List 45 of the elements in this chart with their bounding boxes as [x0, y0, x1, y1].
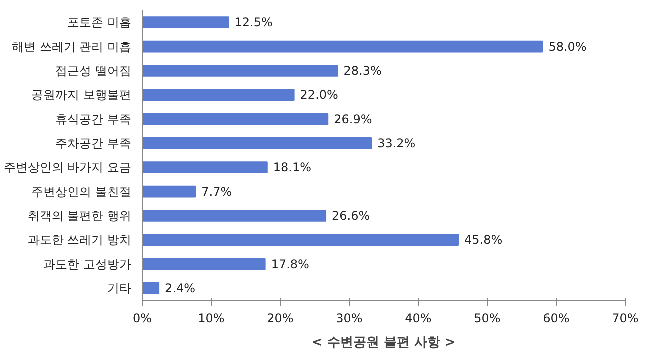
x-tick-label: 20% [267, 312, 294, 326]
bar [142, 210, 327, 222]
y-tick-label: 주변상인의 바가지 요금 [4, 160, 132, 175]
bar [142, 64, 338, 77]
y-tick-label: 주차공간 부족 [56, 136, 132, 150]
x-tick-label: 10% [198, 312, 225, 326]
x-tick-label: 60% [543, 312, 570, 326]
data-label: 2.4% [165, 281, 196, 296]
data-label: 28.3% [344, 64, 382, 78]
y-tick-label: 기타 [108, 281, 132, 296]
bar [142, 137, 372, 150]
bar [142, 113, 329, 126]
data-label: 45.8% [464, 233, 503, 248]
x-tick-label: 70% [612, 312, 639, 326]
y-tick-label: 과도한 쓰레기 방치 [28, 233, 132, 248]
bar [142, 16, 230, 29]
text: < 수변공원 불편 사항 > [312, 336, 456, 350]
data-label: 58.0% [548, 40, 587, 54]
y-tick-label: 접근성 떨어짐 [56, 64, 132, 78]
bar [142, 89, 295, 102]
bar [142, 186, 196, 198]
x-tick-label: 30% [336, 312, 363, 326]
y-tick-label: 공원까지 보행불편 [32, 88, 132, 102]
bar [142, 40, 544, 53]
data-label: 18.1% [273, 160, 312, 175]
data-label: 7.7% [202, 184, 232, 199]
bar [142, 162, 268, 174]
y-tick-label: 주변상인의 불친절 [32, 184, 132, 199]
bar [142, 282, 160, 294]
bar [142, 234, 460, 246]
y-tick-label: 과도한 고성방가 [44, 257, 132, 272]
y-tick-label: 취객의 불편한 행위 [28, 208, 132, 223]
y-tick-label: 포토존 미흡 [68, 16, 132, 30]
data-label: 33.2% [378, 136, 416, 150]
x-tick-label: 40% [405, 312, 432, 326]
bar [142, 258, 266, 270]
x-tick-label: 0% [132, 312, 152, 326]
y-tick-label: 휴식공간 부족 [56, 112, 132, 126]
data-label: 17.8% [271, 257, 310, 272]
data-label: 26.9% [334, 112, 372, 126]
data-label: 12.5% [234, 16, 273, 30]
data-label: 26.6% [332, 208, 370, 223]
data-label: 22.0% [300, 88, 338, 102]
y-tick-label: 해변 쓰레기 관리 미흡 [12, 40, 132, 54]
x-tick-label: 50% [474, 312, 501, 326]
